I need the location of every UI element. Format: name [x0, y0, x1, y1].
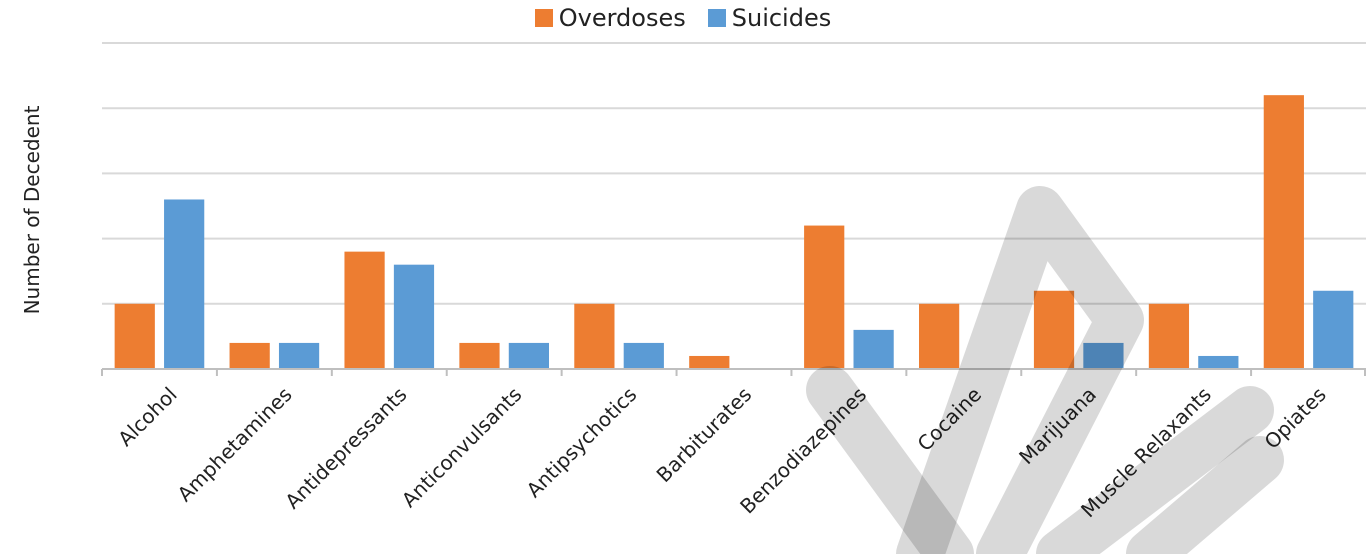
bar-suicides-alcohol [164, 199, 205, 369]
bar-overdoses-anticonvulsants [459, 342, 500, 369]
bar-overdoses-marijuana [1033, 290, 1075, 369]
gridlines [102, 42, 1366, 305]
x-tick-label: Barbiturates [652, 382, 757, 487]
x-tick-label: Anticonvulsants [397, 382, 527, 512]
bar-overdoses-alcohol [114, 303, 155, 369]
bar-overdoses-antipsychotics [574, 303, 615, 369]
bar-overdoses-antidepressants [344, 251, 385, 369]
legend-swatch-suicides [707, 9, 726, 27]
bar-suicides-opiates [1313, 290, 1354, 369]
bar-overdoses-opiates [1263, 95, 1304, 369]
bar-overdoses-cocaine [919, 303, 960, 369]
legend-label-overdoses: Overdoses [558, 4, 686, 32]
bar-suicides-benzodiazepines [853, 329, 894, 369]
bar-suicides-amphetamines [278, 342, 320, 369]
x-tick-label: Antipsychotics [522, 382, 642, 502]
bar-overdoses-benzodiazepines [804, 225, 845, 369]
bar-overdoses-barbiturates [689, 355, 730, 369]
legend-swatch-overdoses [534, 9, 553, 27]
bar-suicides-antipsychotics [623, 342, 664, 369]
x-tick-label: Amphetamines [173, 382, 297, 506]
legend-item-suicides: Suicides [707, 4, 832, 32]
watermark-draft [806, 186, 1284, 554]
bar-overdoses-amphetamines [229, 342, 270, 369]
bar-overdoses-muscle-relaxants [1148, 303, 1190, 369]
x-tick-label: Antidepressants [280, 382, 411, 513]
bars [114, 95, 1354, 369]
bar-suicides-anticonvulsants [508, 342, 549, 369]
legend: Overdoses Suicides [0, 4, 1366, 32]
bar-suicides-marijuana [1083, 342, 1124, 369]
legend-label-suicides: Suicides [731, 4, 832, 32]
bar-suicides-antidepressants [393, 264, 435, 369]
legend-item-overdoses: Overdoses [534, 4, 686, 32]
bar-suicides-muscle-relaxants [1198, 355, 1239, 369]
draft-watermark-icon [806, 186, 1284, 554]
x-tick-label: Alcohol [113, 382, 182, 451]
